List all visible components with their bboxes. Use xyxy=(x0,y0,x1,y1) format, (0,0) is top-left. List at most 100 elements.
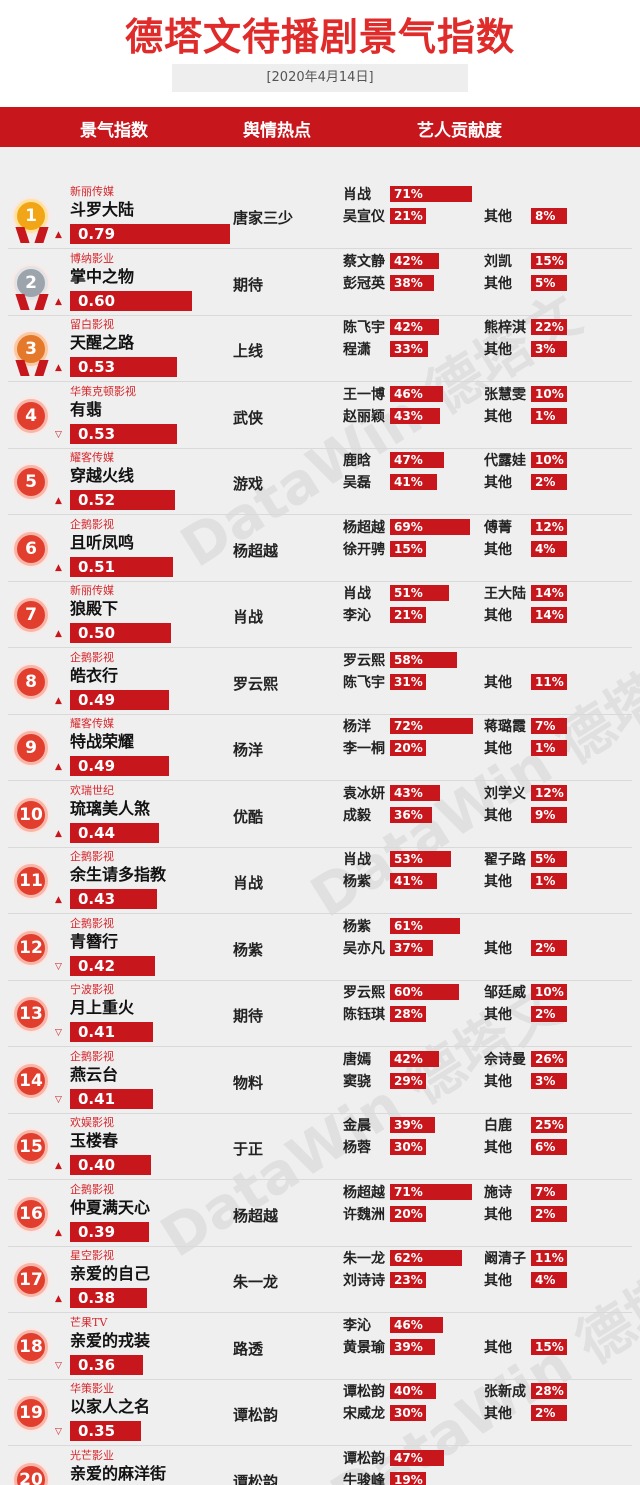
artist-name: 其他 xyxy=(484,1406,512,1422)
table-row: 2 博纳影业 掌中之物 ▲ 0.60 期待 蔡文静 42% 彭冠英 38% 刘凯 15% 其他 5% xyxy=(0,250,640,316)
artist-name: 吴宣仪 xyxy=(343,209,385,225)
drama-title: 亲爱的戎装 xyxy=(70,1330,151,1350)
artist-share-bar: 14% xyxy=(531,607,567,623)
artist-share-bar: 20% xyxy=(390,1205,426,1222)
company-label: 星空影视 xyxy=(70,1249,114,1262)
row-divider xyxy=(8,1179,632,1180)
artist-name: 其他 xyxy=(484,1073,512,1090)
score-bar: 0.52 xyxy=(70,490,175,510)
artist-share-bar: 6% xyxy=(531,1139,567,1155)
artist-name: 肖战 xyxy=(343,187,371,203)
rank-badge: 9 xyxy=(14,731,48,765)
row-divider xyxy=(8,1312,632,1313)
artist-name: 其他 xyxy=(484,940,512,957)
artist-share-bar: 11% xyxy=(531,1250,567,1266)
hot-topic: 朱一龙 xyxy=(233,1273,279,1291)
artist-name: 杨蓉 xyxy=(343,1140,371,1156)
artist-share-bar: 8% xyxy=(531,208,567,224)
rank-badge: 5 xyxy=(14,465,48,499)
company-label: 耀客传媒 xyxy=(70,717,114,730)
hot-topic: 杨洋 xyxy=(233,741,264,759)
score-bar: 0.60 xyxy=(70,290,192,311)
artist-name: 张慧雯 xyxy=(484,386,526,403)
artist-name: 罗云熙 xyxy=(343,652,385,669)
artist-share-bar: 38% xyxy=(390,274,434,291)
artist-share-bar: 43% xyxy=(390,784,440,801)
artist-share-bar: 28% xyxy=(390,1006,426,1022)
artist-share-bar: 71% xyxy=(390,186,472,202)
artist-share-bar: 47% xyxy=(390,452,444,468)
artist-share-bar: 61% xyxy=(390,917,460,934)
score-bar: 0.41 xyxy=(70,1088,153,1109)
artist-name: 代露娃 xyxy=(484,453,526,469)
artist-name: 谭松韵 xyxy=(343,1384,385,1400)
artist-share-bar: 31% xyxy=(390,673,426,690)
table-row: 10 欢瑞世纪 琉璃美人煞 ▲ 0.44 优酷 袁冰妍 43% 成毅 36% 刘学义 12% 其他 9% xyxy=(0,782,640,848)
artist-name: 吴亦凡 xyxy=(343,940,385,957)
company-label: 华策影业 xyxy=(70,1382,114,1395)
artist-name: 其他 xyxy=(484,741,512,757)
artist-share-bar: 41% xyxy=(390,873,437,889)
hot-topic: 于正 xyxy=(233,1140,264,1158)
drama-title: 穿越火线 xyxy=(70,466,135,485)
artist-share-bar: 11% xyxy=(531,673,567,690)
artist-share-bar: 39% xyxy=(390,1338,435,1355)
down-arrow-icon: ▽ xyxy=(55,1360,62,1371)
hot-topic: 期待 xyxy=(233,1007,264,1025)
artist-share-bar: 12% xyxy=(531,784,567,801)
artist-share-bar: 10% xyxy=(531,984,567,1000)
down-arrow-icon: ▽ xyxy=(55,1094,62,1105)
artist-share-bar: 71% xyxy=(390,1183,472,1200)
company-label: 耀客传媒 xyxy=(70,451,114,464)
artist-name: 杨超越 xyxy=(343,1184,385,1201)
artist-share-bar: 29% xyxy=(390,1072,426,1089)
artist-name: 陈飞宇 xyxy=(343,320,385,336)
drama-title: 余生请多指教 xyxy=(70,865,167,884)
artist-share-bar: 41% xyxy=(390,474,437,490)
up-arrow-icon: ▲ xyxy=(55,230,62,240)
table-row: 18 芒果TV 亲爱的戎装 ▽ 0.36 路透 李沁 46% 黄景瑜 39% 其他 15% xyxy=(0,1314,640,1380)
drama-title: 天醒之路 xyxy=(70,333,135,352)
table-row: 1 新丽传媒 斗罗大陆 ▲ 0.79 唐家三少 肖战 71% 吴宣仪 21% 其他 8% xyxy=(0,183,640,249)
artist-share-bar: 39% xyxy=(390,1117,435,1133)
hot-topic: 路透 xyxy=(233,1339,264,1358)
artist-name: 蒋璐霞 xyxy=(484,719,526,735)
artist-share-bar: 42% xyxy=(390,1050,439,1067)
artist-name: 李一桐 xyxy=(343,741,385,757)
artist-share-bar: 3% xyxy=(531,341,567,357)
company-label: 光芒影业 xyxy=(70,1448,114,1462)
artist-share-bar: 2% xyxy=(531,1205,567,1222)
artist-name: 刘凯 xyxy=(484,253,512,270)
rank-badge: 19 xyxy=(14,1396,48,1430)
artist-share-bar: 26% xyxy=(531,1050,567,1067)
artist-name: 其他 xyxy=(484,275,512,292)
artist-share-bar: 4% xyxy=(531,1272,567,1288)
artist-share-bar: 23% xyxy=(390,1272,426,1288)
artist-name: 傅菁 xyxy=(484,519,512,536)
rank-badge: 4 xyxy=(14,398,48,433)
artist-name: 其他 xyxy=(484,674,512,691)
artist-name: 鹿晗 xyxy=(343,453,371,469)
up-arrow-icon: ▲ xyxy=(55,762,62,772)
artist-share-bar: 7% xyxy=(531,718,567,734)
artist-name: 阚清子 xyxy=(484,1251,526,1267)
rank-badge: 10 xyxy=(14,797,48,832)
hot-topic: 优酷 xyxy=(233,807,264,826)
artist-name: 肖战 xyxy=(343,586,371,602)
artist-share-bar: 40% xyxy=(390,1383,436,1399)
artist-share-bar: 10% xyxy=(531,452,567,468)
hot-topic: 上线 xyxy=(233,342,264,360)
drama-title: 斗罗大陆 xyxy=(70,200,135,219)
row-divider xyxy=(8,1445,632,1446)
drama-title: 且听凤鸣 xyxy=(70,532,135,552)
company-label: 欢娱影视 xyxy=(70,1116,114,1129)
up-arrow-icon: ▲ xyxy=(55,895,62,905)
score-bar: 0.43 xyxy=(70,889,157,909)
artist-name: 其他 xyxy=(484,209,512,225)
table-row: 19 华策影业 以家人之名 ▽ 0.35 谭松韵 谭松韵 40% 宋威龙 30% 张新成 28% 其他 2… xyxy=(0,1380,640,1446)
hot-topic: 物料 xyxy=(233,1073,264,1092)
table-row: 17 星空影视 亲爱的自己 ▲ 0.38 朱一龙 朱一龙 62% 刘诗诗 23% 阚清子 11% 其他 4… xyxy=(0,1247,640,1313)
table-row: 15 欢娱影视 玉楼春 ▲ 0.40 于正 金晨 39% 杨蓉 30% 白鹿 25% 其他 6% xyxy=(0,1114,640,1180)
table-row: 16 企鹅影视 仲夏满天心 ▲ 0.39 杨超越 杨超越 71% 许魏洲 20% 施诗 7% 其他 2% xyxy=(0,1181,640,1247)
row-divider xyxy=(8,314,632,316)
